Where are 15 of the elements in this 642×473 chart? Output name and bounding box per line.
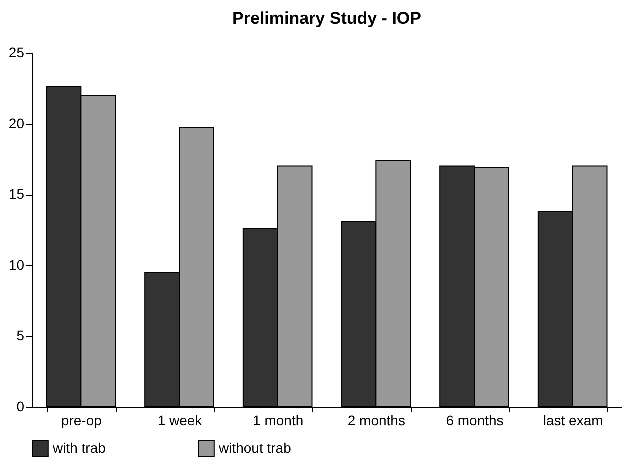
x-tick-label: 2 months bbox=[348, 412, 406, 428]
x-tick-label: 1 month bbox=[253, 412, 304, 428]
chart-title: Preliminary Study - IOP bbox=[232, 9, 422, 28]
y-tick-label: 20 bbox=[8, 115, 25, 132]
y-tick-label: 25 bbox=[8, 44, 25, 60]
x-tick-label: 6 months bbox=[446, 412, 504, 428]
legend-label: without trab bbox=[218, 440, 292, 456]
x-tick-label: 1 week bbox=[158, 412, 204, 428]
x-tick-label: last exam bbox=[543, 412, 604, 428]
y-tick-label: 0 bbox=[16, 398, 25, 414]
x-tick-label: pre-op bbox=[61, 412, 102, 428]
y-tick-label: 10 bbox=[8, 256, 25, 273]
legend-label: with trab bbox=[52, 440, 106, 456]
y-tick-label: 5 bbox=[16, 328, 25, 344]
y-tick-label: 15 bbox=[8, 186, 25, 202]
